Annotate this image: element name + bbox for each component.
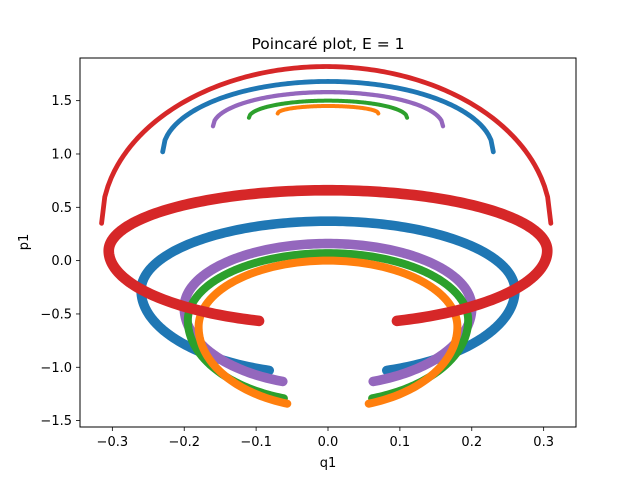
orbit-upper-band: [246, 98, 410, 120]
x-tick-label: 0.3: [533, 435, 554, 450]
orbit-lower-band: [194, 256, 462, 408]
orbit-lower-band: [183, 249, 473, 403]
y-tick-label: 0.5: [51, 201, 72, 216]
orbit-upper-band: [210, 89, 446, 129]
orbit-upper-band: [99, 64, 554, 226]
y-tick-label: −1.5: [40, 414, 72, 429]
x-tick-label: −0.2: [168, 435, 200, 450]
chart-title: Poincaré plot, E = 1: [252, 35, 405, 53]
orbit-lower-band: [136, 216, 520, 376]
y-tick-label: 1.5: [51, 94, 72, 109]
x-tick-label: −0.3: [97, 435, 129, 450]
y-tick-label: 1.0: [51, 147, 72, 162]
orbit-upper-band: [275, 103, 381, 116]
y-tick-label: −0.5: [40, 307, 72, 322]
x-axis-label: q1: [320, 456, 337, 471]
series-layer: [99, 64, 554, 408]
orbit-upper-band: [160, 79, 496, 155]
y-axis: −1.5 −1.0 −0.5 0.0 0.5 1.0 1.5: [40, 94, 80, 429]
x-axis: −0.3 −0.2 −0.1 0.0 0.1 0.2 0.3: [97, 427, 554, 450]
x-tick-label: −0.1: [240, 435, 272, 450]
x-tick-label: 0.1: [390, 435, 411, 450]
orbit-lower-band: [103, 184, 553, 327]
y-tick-label: −1.0: [40, 361, 72, 376]
y-axis-label: p1: [17, 234, 32, 251]
x-tick-label: 0.2: [461, 435, 482, 450]
x-tick-label: 0.0: [318, 435, 339, 450]
y-tick-label: 0.0: [51, 254, 72, 269]
